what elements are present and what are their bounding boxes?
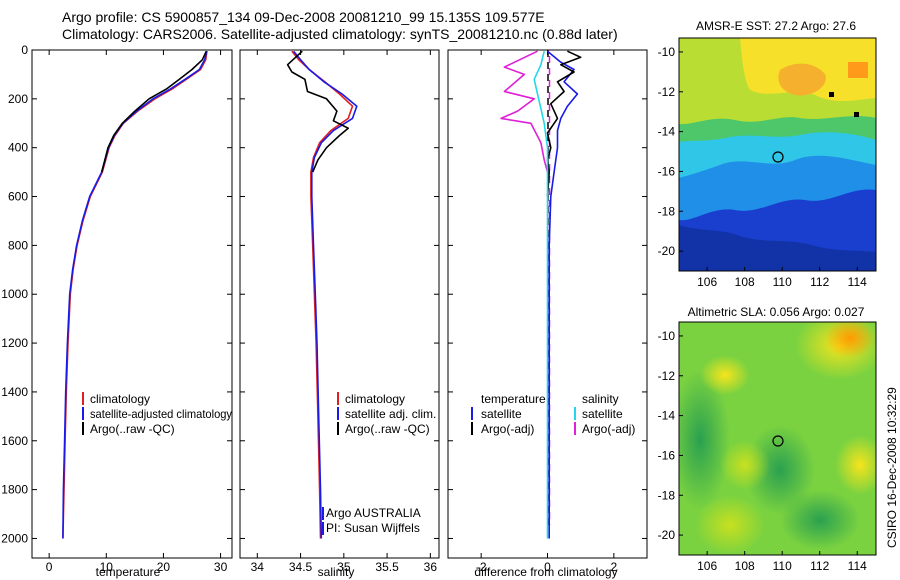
map-y-tick-label: -14: [658, 409, 676, 423]
legend-satellite-adjusted: satellite-adjusted climatology: [90, 407, 232, 421]
y-tick-label: 1400: [1, 385, 28, 399]
x-tick-label: 35.5: [375, 560, 399, 574]
x-tick-label: 0: [544, 560, 551, 574]
legend-satellite-adj-clim: satellite adj. clim.: [345, 407, 436, 421]
legend-temperature-header: temperature: [481, 392, 546, 406]
series-line-satellite-adj-clim-: [292, 50, 358, 539]
legend-argo-raw-sal: Argo(..raw -QC): [345, 422, 430, 436]
footer-timestamp: CSIRO 16-Dec-2008 10:32:29: [885, 387, 899, 548]
legend-salinity-header: salinity: [582, 392, 619, 406]
map-x-tick-label: 110: [773, 559, 792, 573]
salinity-panel: 34 34.5 35 35.5 36 salinity climatology sate…: [239, 49, 440, 579]
x-tick-label: 35: [337, 560, 351, 574]
sla-map-frame: [678, 321, 877, 556]
series-line-argo-adj-salinity: [500, 50, 549, 173]
y-tick-label: 2000: [1, 531, 28, 545]
map-y-tick-label: -12: [658, 369, 676, 383]
legend-sal-satellite: satellite: [582, 407, 623, 421]
y-tick-label: 600: [8, 190, 28, 204]
x-tick-label: 2: [610, 560, 617, 574]
map-y-tick-label: -12: [658, 85, 676, 99]
map-y-tick-label: -16: [658, 448, 676, 462]
y-tick-label: 800: [8, 238, 28, 252]
x-tick-label: 20: [157, 560, 171, 574]
x-tick-label: -2: [476, 560, 487, 574]
y-tick-label: 400: [8, 141, 28, 155]
salinity-xlabel: salinity: [318, 565, 355, 579]
figure-title-line2: Climatology: CARS2006. Satellite-adjuste…: [62, 26, 618, 42]
y-tick-label: 0: [21, 43, 28, 57]
sst-map-panel: AMSR-E SST: 27.2 Argo: 27.6 106 108 110 112…: [658, 19, 877, 289]
series-line-climatology: [62, 51, 208, 539]
map-x-tick-label: 106: [697, 275, 717, 289]
x-tick-label: 34.5: [289, 560, 313, 574]
salinity-axes-frame: [239, 49, 440, 559]
temperature-xlabel: temperature: [96, 565, 161, 579]
map-x-tick-label: 108: [735, 275, 755, 289]
legend-climatology: climatology: [90, 392, 150, 406]
map-y-tick-label: -16: [658, 164, 676, 178]
sst-map-frame: [678, 37, 877, 272]
legend-temp-argo-adj: Argo(-adj): [481, 422, 534, 436]
difference-legend: temperature satellite Argo(-adj) salinit…: [471, 392, 635, 436]
temperature-axes-frame: [31, 49, 233, 559]
difference-panel: -2 0 2 difference from climatology tempera…: [447, 49, 648, 579]
legend-sal-argo-adj: Argo(-adj): [582, 422, 635, 436]
series-line-satellite-salinity: [533, 51, 549, 539]
map-x-tick-label: 112: [810, 275, 829, 289]
map-y-tick-label: -18: [658, 204, 676, 218]
y-tick-label: 1800: [1, 483, 28, 497]
series-line-argo-raw-qc-: [286, 50, 350, 173]
difference-xlabel: difference from climatology: [474, 565, 617, 579]
x-tick-label: 36: [424, 560, 438, 574]
x-tick-label: 34: [251, 560, 265, 574]
sst-argo-location-marker: [772, 151, 784, 163]
y-tick-label: 1000: [1, 287, 28, 301]
figure-title-line1: Argo profile: CS 5900857_134 09-Dec-2008…: [62, 9, 545, 25]
series-line-argo-adj-: [546, 50, 582, 197]
map-x-tick-label: 108: [735, 559, 755, 573]
x-tick-label: 10: [100, 560, 114, 574]
temperature-panel: 0 10 20 30 0 200 400 600 800 1000 1200 1400 1600 1800…: [1, 43, 233, 579]
map-y-tick-label: -20: [658, 528, 676, 542]
series-line-satellite-adjusted-climatology: [62, 50, 208, 539]
sla-argo-location-marker: [772, 435, 784, 447]
credit-pi: PI: Susan Wijffels: [326, 521, 420, 535]
map-x-tick-label: 106: [697, 559, 717, 573]
sla-map-panel: Altimetric SLA: 0.056 Argo: 0.027 106 108…: [658, 305, 877, 573]
map-y-tick-label: -10: [658, 45, 676, 59]
series-line-argo-raw-qc-: [100, 50, 208, 173]
salinity-legend: climatology satellite adj. clim. Argo(..…: [337, 392, 436, 436]
legend-climatology-sal: climatology: [345, 392, 405, 406]
y-tick-label: 1200: [1, 336, 28, 350]
map-y-tick-label: -14: [658, 125, 676, 139]
map-x-tick-label: 114: [848, 275, 867, 289]
sla-heatmap: [679, 322, 876, 555]
map-y-tick-label: -10: [658, 329, 676, 343]
map-x-tick-label: 114: [848, 559, 867, 573]
map-x-tick-label: 112: [810, 559, 829, 573]
sst-heatmap: [679, 38, 876, 271]
sst-map-title: AMSR-E SST: 27.2 Argo: 27.6: [696, 19, 856, 33]
legend-temp-satellite: satellite: [481, 407, 522, 421]
x-tick-label: 30: [214, 560, 228, 574]
map-y-tick-label: -18: [658, 488, 676, 502]
x-tick-label: 0: [46, 560, 53, 574]
sla-map-title: Altimetric SLA: 0.056 Argo: 0.027: [688, 305, 865, 319]
legend-argo-raw: Argo(..raw -QC): [90, 422, 175, 436]
series-line-satellite: [546, 50, 579, 539]
map-y-tick-label: -20: [658, 244, 676, 258]
map-x-tick-label: 110: [773, 275, 792, 289]
y-tick-label: 1600: [1, 434, 28, 448]
temperature-legend: climatology satellite-adjusted climatolo…: [82, 392, 232, 436]
credit-argo-australia: Argo AUSTRALIA: [326, 506, 421, 520]
y-tick-label: 200: [8, 92, 28, 106]
